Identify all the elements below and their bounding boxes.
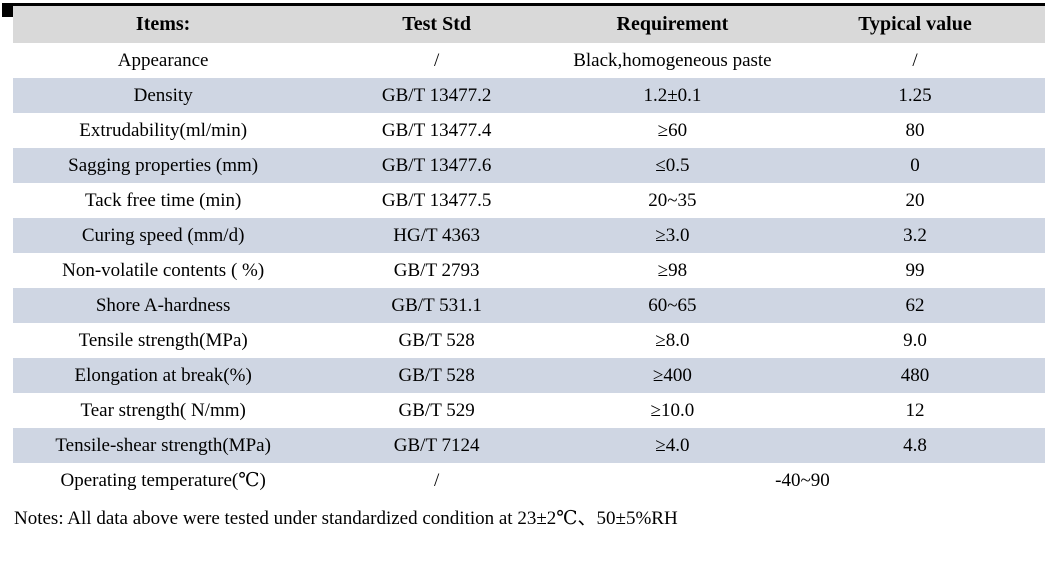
cell-item: Elongation at break(%) (74, 364, 252, 386)
cell-item: Non-volatile contents ( %) (62, 259, 265, 281)
cell-typ: 99 (905, 259, 925, 281)
cell-typ: 4.8 (903, 434, 927, 456)
cell-std: GB/T 2793 (393, 259, 480, 281)
cell-item: Shore A-hardness (95, 294, 231, 316)
cell-req: 20~35 (648, 189, 697, 211)
cell-std: / (433, 49, 440, 71)
header-row: Items: Test Std Requirement Typical valu… (13, 4, 1045, 43)
cell-typ: / (912, 49, 918, 71)
cell-req: ≥8.0 (655, 329, 690, 351)
cell-req: ≥3.0 (655, 224, 690, 246)
cell-item: Operating temperature(℃) (60, 470, 266, 491)
column-header-typical-value: Typical value (784, 4, 1045, 43)
cell-req: -40~90 (775, 469, 830, 491)
cell-typ: 1.25 (898, 84, 932, 106)
cell-item: Extrudability(ml/min) (79, 119, 248, 141)
table-row: Density GB/T 13477.2 1.2±0.1 1.25 (13, 78, 1045, 113)
cell-std: HG/T 4363 (393, 224, 480, 246)
table-row: Tear strength( N/mm) GB/T 529 ≥10.0 12 (13, 393, 1045, 428)
cell-typ: 62 (905, 294, 925, 316)
cell-item: Density (133, 84, 193, 106)
cell-std: GB/T 529 (398, 399, 475, 421)
cell-req: ≥98 (657, 259, 688, 281)
table-row: Non-volatile contents ( %) GB/T 2793 ≥98 99 (13, 253, 1045, 288)
table-row: Extrudability(ml/min) GB/T 13477.4 ≥60 80 (13, 113, 1045, 148)
column-header-items: Items: (13, 4, 314, 43)
cell-req: ≥10.0 (650, 399, 695, 421)
cell-typ: 80 (905, 119, 925, 141)
table-row: Operating temperature(℃) / -40~90 (13, 463, 1045, 498)
cell-std: GB/T 13477.4 (381, 119, 492, 141)
table-row: Sagging properties (mm) GB/T 13477.6 ≤0.5 0 (13, 148, 1045, 183)
table-row: Curing speed (mm/d) HG/T 4363 ≥3.0 3.2 (13, 218, 1045, 253)
cell-std: / (433, 469, 440, 491)
cell-req: Black,homogeneous paste (573, 49, 772, 71)
cell-typ: 9.0 (903, 329, 927, 351)
notes-line: Notes: All data above were tested under … (14, 508, 678, 529)
corner-mark (2, 3, 15, 17)
cell-req: ≥400 (652, 364, 692, 386)
cell-req: 1.2±0.1 (643, 84, 702, 106)
table-row: Appearance / Black,homogeneous paste / (13, 43, 1045, 78)
cell-req: ≤0.5 (655, 154, 690, 176)
cell-std: GB/T 13477.5 (381, 189, 492, 211)
cell-item: Curing speed (mm/d) (81, 224, 245, 246)
cell-typ: 3.2 (903, 224, 927, 246)
spec-table: Items: Test Std Requirement Typical valu… (13, 3, 1045, 498)
cell-req: 60~65 (648, 294, 697, 316)
table-row: Tensile-shear strength(MPa) GB/T 7124 ≥4.0… (13, 428, 1045, 463)
cell-req: ≥4.0 (655, 434, 690, 456)
cell-typ: 0 (910, 154, 920, 176)
cell-std: GB/T 531.1 (391, 294, 482, 316)
column-header-test-std: Test Std (313, 4, 560, 43)
cell-std: GB/T 7124 (393, 434, 480, 456)
cell-typ: 480 (900, 364, 930, 386)
table-row: Tensile strength(MPa) GB/T 528 ≥8.0 9.0 (13, 323, 1045, 358)
table-row: Tack free time (min) GB/T 13477.5 20~35 20 (13, 183, 1045, 218)
cell-item: Tack free time (min) (84, 189, 242, 211)
column-header-requirement: Requirement (559, 4, 785, 43)
cell-item: Tensile-shear strength(MPa) (55, 434, 271, 456)
cell-typ: 12 (905, 399, 925, 421)
cell-item: Appearance (117, 49, 209, 71)
cell-req: ≥60 (657, 119, 688, 141)
cell-std: GB/T 528 (398, 329, 475, 351)
cell-std: GB/T 13477.2 (381, 84, 492, 106)
spec-table-body: Appearance / Black,homogeneous paste / Densi… (13, 43, 1045, 498)
cell-item: Tear strength( N/mm) (80, 399, 246, 421)
table-row: Shore A-hardness GB/T 531.1 60~65 62 (13, 288, 1045, 323)
cell-std: GB/T 528 (398, 364, 475, 386)
cell-typ: 20 (905, 189, 925, 211)
table-row: Elongation at break(%) GB/T 528 ≥400 480 (13, 358, 1045, 393)
cell-item: Tensile strength(MPa) (78, 329, 248, 351)
cell-item: Sagging properties (mm) (68, 154, 259, 176)
cell-std: GB/T 13477.6 (381, 154, 492, 176)
